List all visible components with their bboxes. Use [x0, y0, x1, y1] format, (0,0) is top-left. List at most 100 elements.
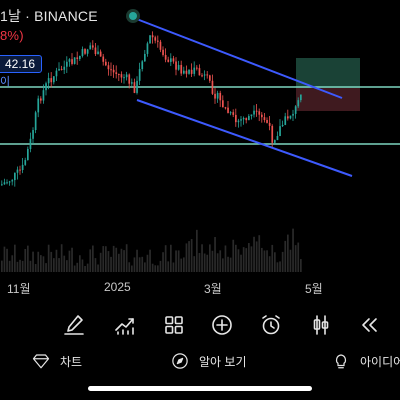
candle-body: [79, 55, 81, 59]
volume-bar: [105, 246, 107, 272]
volume-bar: [193, 256, 196, 272]
candle-body: [183, 70, 185, 74]
candle-body: [115, 72, 118, 75]
volume-bar: [81, 259, 84, 272]
volume-bar: [19, 259, 21, 272]
candle-body: [19, 169, 21, 171]
candle-body: [84, 49, 86, 54]
candle-body: [21, 164, 24, 170]
candle-body: [151, 35, 154, 38]
x-tick-label: 3월: [204, 282, 222, 296]
nav-ideas[interactable]: 아이디어: [332, 352, 400, 370]
candle-body: [292, 113, 294, 116]
candle-body: [172, 58, 175, 62]
candle-body: [29, 138, 32, 150]
candle-body: [281, 124, 284, 127]
candle-body: [32, 130, 34, 139]
add-icon[interactable]: [208, 311, 236, 339]
volume-bar: [86, 263, 89, 272]
candle-body: [128, 74, 131, 84]
volume-bar: [50, 251, 53, 272]
volume-bar: [190, 239, 193, 272]
volume-bar: [14, 244, 16, 272]
channel-upper-line: [133, 17, 343, 99]
layout-icon[interactable]: [160, 311, 188, 339]
volume-bar: [42, 256, 45, 272]
volume-bar: [125, 244, 128, 272]
candle-body: [248, 116, 250, 121]
nav-chart[interactable]: 차트: [32, 352, 82, 370]
volume-bar: [261, 247, 263, 272]
volume-bar: [68, 250, 71, 272]
volume-bar: [216, 253, 219, 272]
volume-bar: [170, 244, 172, 272]
candle-body: [58, 68, 60, 71]
candle-body: [37, 98, 40, 113]
candle-body: [287, 116, 289, 119]
candle-body: [40, 98, 42, 101]
volume-bar: [235, 244, 237, 272]
price-chart[interactable]: [0, 0, 400, 300]
volume-bar: [297, 242, 300, 272]
candle-body: [235, 114, 237, 123]
volume-bar: [268, 256, 271, 272]
volume-bar: [245, 248, 248, 272]
chart-area[interactable]: 1날 · BINANCE 8%) 42.16 이 11월 2025 3월 5월: [0, 0, 400, 300]
candle-body: [3, 182, 6, 185]
candle-body: [141, 61, 144, 70]
candles-icon[interactable]: [307, 311, 335, 339]
candle-body: [175, 61, 177, 70]
candle-body: [45, 83, 47, 91]
brush-icon[interactable]: [60, 311, 88, 339]
volume-bar: [40, 255, 42, 272]
candle-body: [92, 45, 94, 48]
volume-bar: [266, 250, 268, 272]
volume-bar: [60, 244, 63, 272]
candle-body: [146, 43, 149, 54]
candle-body: [276, 136, 279, 141]
volume-bar: [45, 263, 47, 272]
candle-body: [159, 41, 162, 50]
volume-bar: [255, 241, 258, 272]
volume-bar: [276, 262, 279, 272]
volume-bar: [71, 247, 73, 272]
candle-body: [177, 64, 180, 70]
candle-body: [120, 74, 123, 78]
volume-bar: [6, 248, 8, 272]
volume-bar: [8, 260, 11, 272]
symbol-header[interactable]: 1날 · BINANCE 8%): [0, 6, 98, 43]
price-tag[interactable]: 42.16: [0, 55, 43, 73]
candle-body: [198, 68, 201, 76]
volume-bar: [128, 262, 131, 272]
volume-bar: [294, 245, 297, 272]
live-status-dot: [126, 9, 140, 23]
candle-body: [164, 54, 167, 60]
volume-bar: [157, 265, 159, 272]
volume-bar: [32, 251, 34, 272]
candle-body: [245, 118, 248, 121]
candle-body: [27, 149, 29, 161]
candle-body: [180, 64, 183, 74]
rewind-icon[interactable]: [355, 311, 383, 339]
candle-body: [250, 114, 253, 117]
volume-bar: [133, 257, 136, 272]
price-tag-sub: 이: [0, 76, 11, 88]
alarm-icon[interactable]: [257, 311, 285, 339]
candle-body: [201, 75, 203, 77]
candle-body: [268, 122, 271, 126]
candle-body: [271, 125, 274, 143]
volume-bar: [167, 261, 170, 272]
nav-explore[interactable]: 알아 보기: [171, 352, 247, 370]
candle-body: [237, 120, 240, 123]
indicators-icon[interactable]: [111, 311, 139, 339]
nav-ideas-label: 아이디어: [360, 354, 400, 369]
candle-body: [131, 82, 133, 84]
candle-body: [206, 74, 209, 76]
volume-bar: [73, 265, 76, 272]
volume-bar: [136, 249, 138, 272]
candle-body: [60, 68, 63, 70]
candle-body: [99, 51, 102, 57]
candle-body: [66, 61, 68, 67]
candle-body: [50, 78, 53, 83]
candles: [1, 31, 302, 187]
